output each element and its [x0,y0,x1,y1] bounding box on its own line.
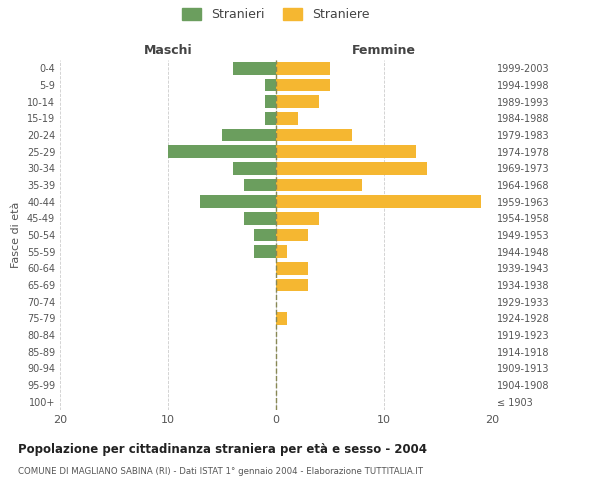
Bar [222,129,276,141]
Bar [276,212,319,224]
Bar [276,262,308,274]
Bar [244,179,276,192]
Text: Maschi: Maschi [143,44,193,57]
Bar [244,212,276,224]
Text: Femmine: Femmine [352,44,416,57]
Bar [265,79,276,92]
Bar [276,96,319,108]
Bar [254,229,276,241]
Bar [233,62,276,74]
Bar [233,162,276,174]
Text: Popolazione per cittadinanza straniera per età e sesso - 2004: Popolazione per cittadinanza straniera p… [18,442,427,456]
Bar [276,312,287,324]
Bar [276,129,352,141]
Bar [265,112,276,124]
Bar [276,79,330,92]
Bar [276,246,287,258]
Bar [200,196,276,208]
Bar [276,62,330,74]
Bar [276,196,481,208]
Legend: Stranieri, Straniere: Stranieri, Straniere [178,2,374,26]
Bar [254,246,276,258]
Y-axis label: Fasce di età: Fasce di età [11,202,21,268]
Bar [168,146,276,158]
Bar [276,112,298,124]
Bar [276,229,308,241]
Bar [276,146,416,158]
Bar [276,179,362,192]
Text: COMUNE DI MAGLIANO SABINA (RI) - Dati ISTAT 1° gennaio 2004 - Elaborazione TUTTI: COMUNE DI MAGLIANO SABINA (RI) - Dati IS… [18,468,423,476]
Bar [265,96,276,108]
Bar [276,279,308,291]
Bar [276,162,427,174]
